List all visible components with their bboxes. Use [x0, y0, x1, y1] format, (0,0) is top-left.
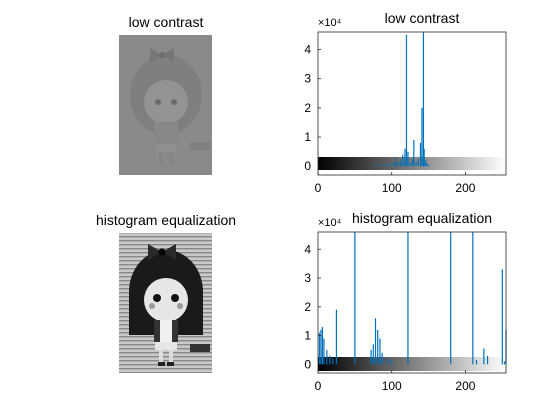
- y-tick-label: 1: [304, 329, 311, 343]
- y-tick-label: 1: [304, 130, 311, 144]
- y-tick-label: 2: [304, 101, 311, 115]
- chart-title: low contrast: [385, 10, 460, 26]
- y-exponent-label: ×10⁴: [318, 17, 342, 29]
- img-low-title: low contrast: [129, 14, 204, 30]
- histogram-equalized: histogram equalization ×10⁴ 0 100 200 0 1 2 3 4: [304, 210, 507, 393]
- y-tick-label: 2: [304, 300, 311, 314]
- x-tick-label: 100: [382, 181, 402, 195]
- y-tick-label: 4: [304, 242, 311, 256]
- x-tick-label: 100: [382, 379, 402, 393]
- y-tick-label: 0: [304, 357, 311, 371]
- x-tick-label: 200: [455, 379, 475, 393]
- axes-frame: [317, 231, 507, 374]
- colorbar: [318, 357, 506, 371]
- chart-title: histogram equalization: [352, 210, 492, 226]
- img-eq-title: histogram equalization: [96, 212, 236, 228]
- y-tick-label: 3: [304, 271, 311, 285]
- low-contrast-image: [119, 35, 212, 175]
- x-tick-label: 0: [315, 379, 322, 393]
- histogram-low-contrast: low contrast ×10⁴ 0 100 200 0 1 2 3 4: [304, 10, 507, 195]
- y-exponent-label: ×10⁴: [318, 217, 342, 229]
- x-tick-label: 0: [315, 181, 322, 195]
- y-tick-label: 0: [304, 159, 311, 173]
- y-tick-label: 4: [304, 43, 311, 57]
- x-tick-label: 200: [455, 181, 475, 195]
- y-tick-label: 3: [304, 72, 311, 86]
- axes-frame: [317, 31, 507, 176]
- equalized-image: [119, 233, 212, 373]
